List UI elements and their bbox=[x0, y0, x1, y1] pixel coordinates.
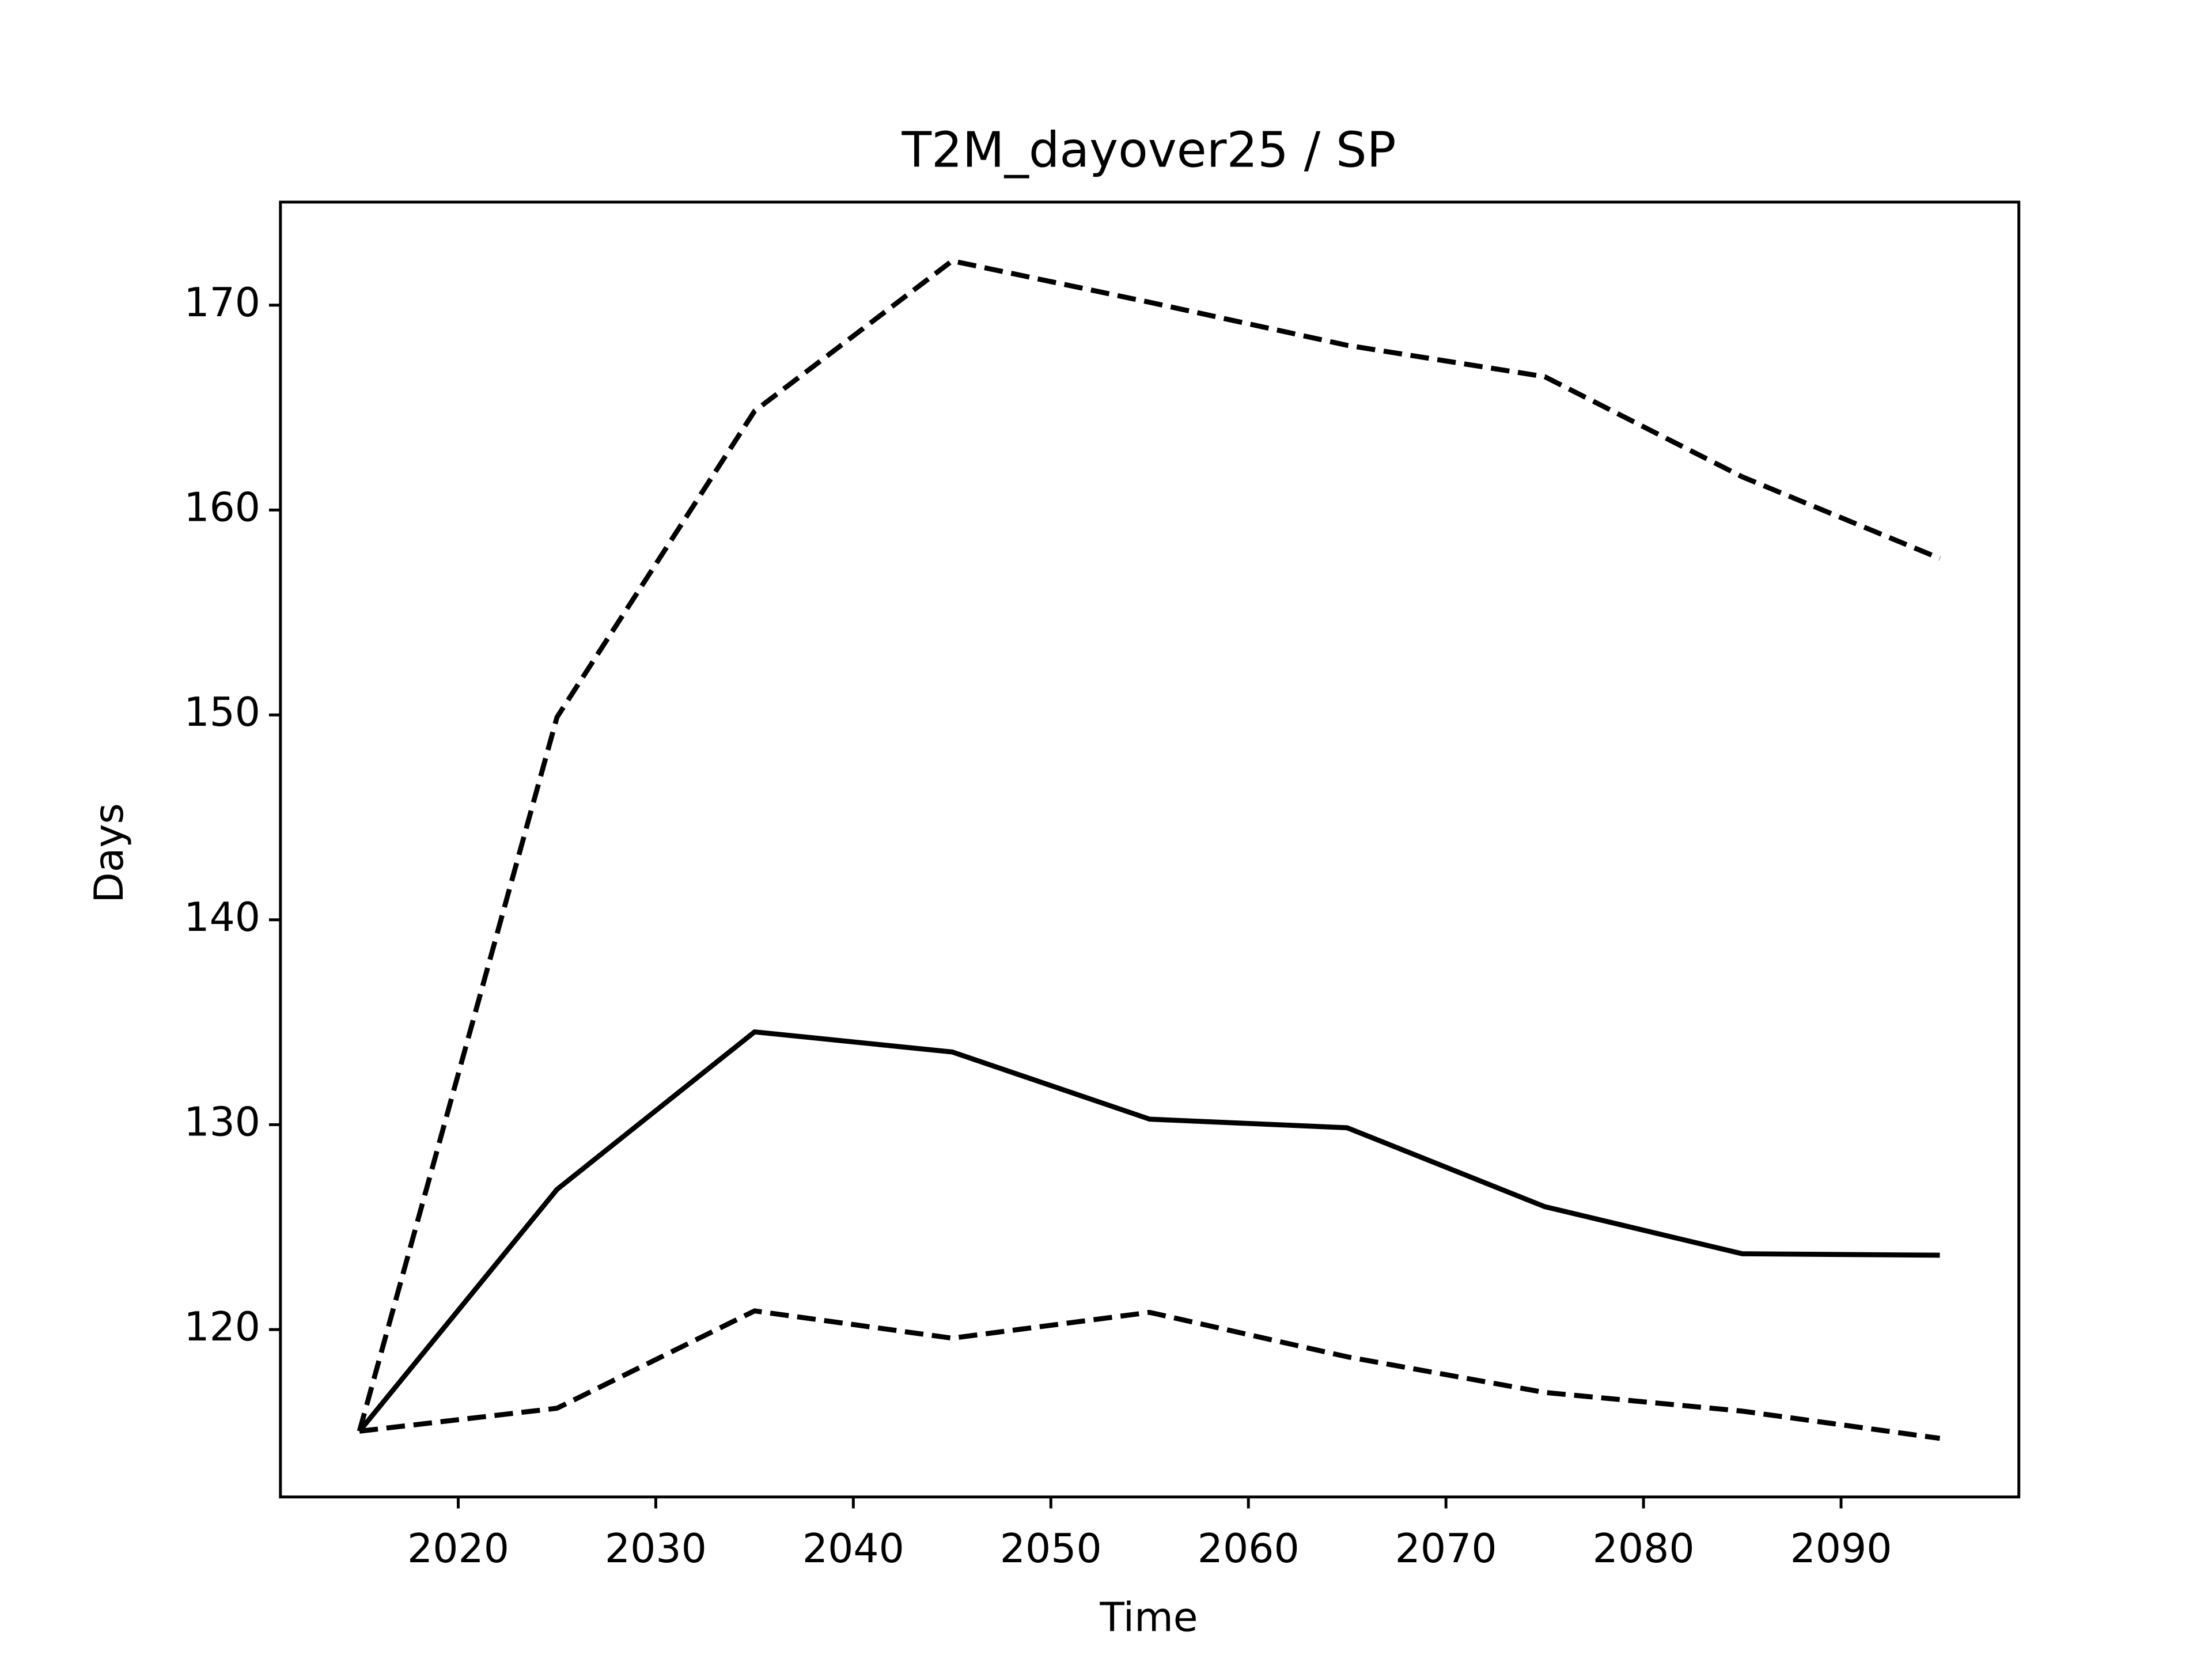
x-tick-label: 2060 bbox=[1198, 1525, 1300, 1572]
x-tick-label: 2090 bbox=[1790, 1525, 1892, 1572]
y-tick-label: 140 bbox=[184, 894, 260, 941]
y-tick-label: 130 bbox=[184, 1099, 260, 1145]
y-tick-label: 160 bbox=[184, 484, 260, 531]
x-tick-label: 2040 bbox=[802, 1525, 904, 1572]
x-tick-label: 2080 bbox=[1593, 1525, 1695, 1572]
x-tick-label: 2050 bbox=[1000, 1525, 1102, 1572]
plot-frame bbox=[279, 200, 2021, 1499]
x-tick-label: 2020 bbox=[407, 1525, 509, 1572]
y-tick-label: 170 bbox=[184, 279, 260, 326]
line-series bbox=[357, 258, 1941, 1432]
x-axis-label: Time bbox=[1099, 1594, 1198, 1641]
y-tick-label: 150 bbox=[184, 689, 260, 736]
line-series bbox=[357, 1029, 1940, 1433]
y-tick-label: 120 bbox=[184, 1304, 260, 1350]
y-axis-label: Days bbox=[86, 803, 132, 903]
x-tick-label: 2070 bbox=[1395, 1525, 1497, 1572]
chart-title: T2M_dayover25 / SP bbox=[901, 122, 1396, 178]
line-series bbox=[359, 1308, 1941, 1441]
x-tick-label: 2030 bbox=[605, 1525, 707, 1572]
